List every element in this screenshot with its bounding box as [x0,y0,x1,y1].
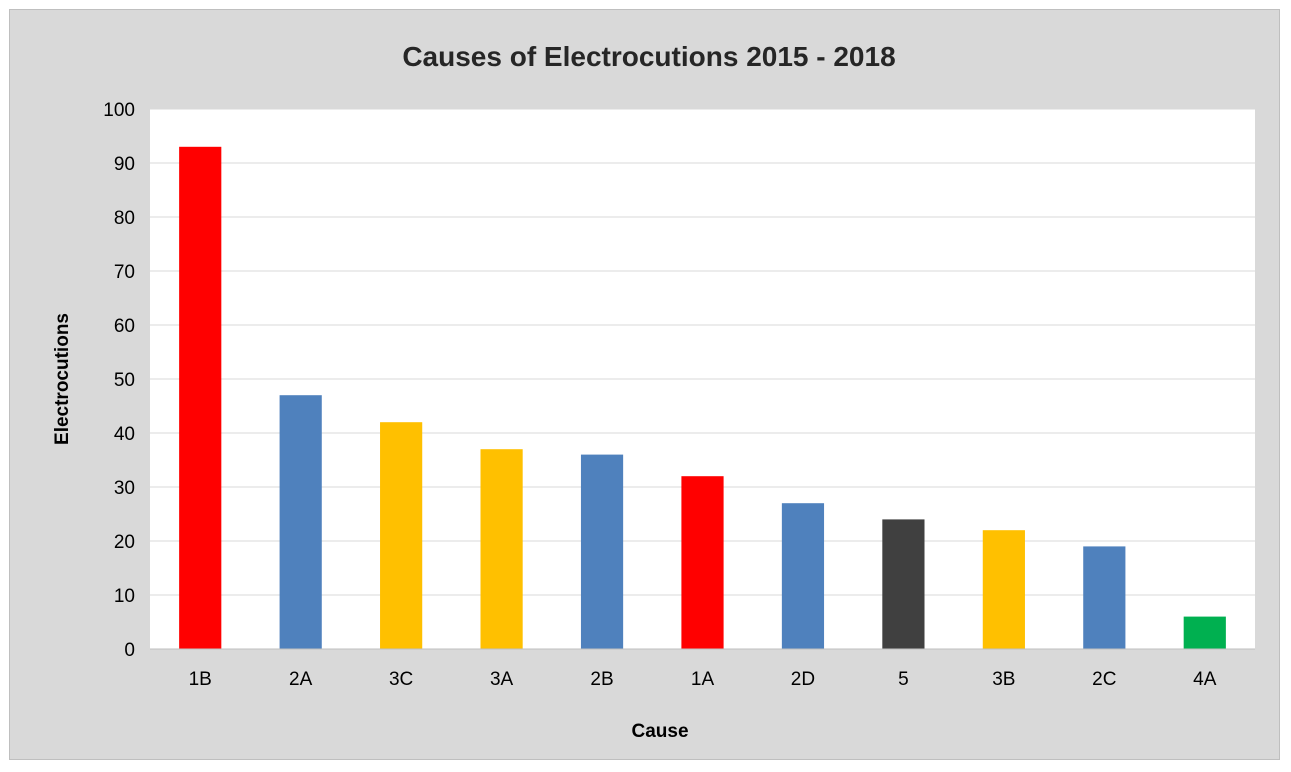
x-axis-ticks: 1B 2A 3C 3A 2B 1A 2D 5 3B 2C 4A [189,669,1217,690]
x-tick-label: 2D [791,669,815,690]
bar-2D [781,503,825,649]
x-tick-label: 3B [992,669,1015,690]
x-tick-label: 2A [289,669,313,690]
x-tick-label: 4A [1193,669,1217,690]
x-tick-label: 3C [389,669,413,690]
y-tick-label: 40 [114,424,135,445]
y-tick-label: 20 [114,532,135,553]
bar-3A [480,449,523,649]
bar-1A [681,476,724,649]
y-tick-label: 100 [103,100,135,121]
x-axis-title: Cause [631,721,688,742]
y-axis-ticks: 0 10 20 30 40 50 60 70 80 90 100 [103,100,135,661]
bar-2B [580,454,624,649]
bar-3B [982,530,1025,649]
y-tick-label: 60 [114,316,135,337]
y-tick-label: 0 [124,640,135,661]
x-tick-label: 1B [189,669,212,690]
bar-3C [380,422,423,649]
y-tick-label: 50 [114,370,135,391]
x-tick-label: 1A [691,669,715,690]
y-tick-label: 70 [114,262,135,283]
y-axis-title: Electrocutions [52,313,73,445]
y-tick-label: 30 [114,478,135,499]
x-tick-label: 2C [1092,669,1116,690]
bar-1B [179,146,222,650]
bar-4A [1183,616,1226,649]
bar-2C [1083,546,1126,649]
y-tick-label: 90 [114,154,135,175]
x-tick-label: 3A [490,669,514,690]
x-tick-label: 5 [898,669,909,690]
bars [179,146,1226,650]
y-tick-label: 80 [114,208,135,229]
bar-2A [279,395,322,649]
y-tick-label: 10 [114,586,135,607]
x-tick-label: 2B [590,669,613,690]
bar-5 [882,519,925,649]
chart-title: Causes of Electrocutions 2015 - 2018 [402,41,895,72]
